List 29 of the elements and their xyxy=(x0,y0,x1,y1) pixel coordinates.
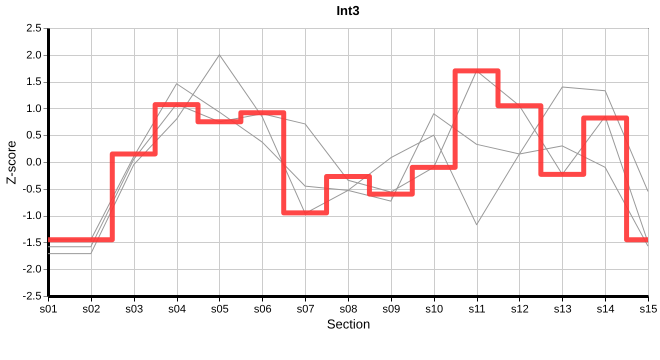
x-tick-label: s14 xyxy=(596,304,615,316)
y-tick-label: -0.5 xyxy=(22,183,42,196)
x-tick-label: s12 xyxy=(511,304,529,316)
x-axis-title: Section xyxy=(326,316,370,332)
x-tick-label: s04 xyxy=(168,304,186,316)
x-tick-label: s08 xyxy=(340,304,358,316)
x-tick-label: s05 xyxy=(211,304,229,316)
y-axis-title: Z-score xyxy=(4,140,19,185)
chart-title: Int3 xyxy=(336,3,360,18)
y-tick-label: -2.5 xyxy=(22,290,42,302)
x-tick-label: s01 xyxy=(40,304,58,316)
x-tick-label: s07 xyxy=(296,304,315,316)
y-tick-label: -2.0 xyxy=(22,264,42,276)
x-tick-label: s13 xyxy=(554,304,572,316)
x-tick-label: s06 xyxy=(254,304,272,316)
y-tick-label: -1.5 xyxy=(22,236,42,249)
y-tick-label: 2.0 xyxy=(26,49,42,62)
y-tick-label: 0.5 xyxy=(26,130,42,142)
y-tick-label: 0.0 xyxy=(26,156,42,168)
y-tick-label: -1.0 xyxy=(22,210,42,222)
y-tick-label: 1.0 xyxy=(26,102,42,115)
x-tick-label: s15 xyxy=(640,304,658,316)
y-tick-label: 2.5 xyxy=(26,22,42,34)
x-tick-label: s03 xyxy=(125,304,144,316)
x-tick-label: s02 xyxy=(82,304,100,316)
x-tick-label: s11 xyxy=(468,304,486,316)
x-tick-label: s10 xyxy=(425,304,444,316)
x-tick-label: s09 xyxy=(382,304,400,316)
y-tick-label: 1.5 xyxy=(26,76,42,88)
